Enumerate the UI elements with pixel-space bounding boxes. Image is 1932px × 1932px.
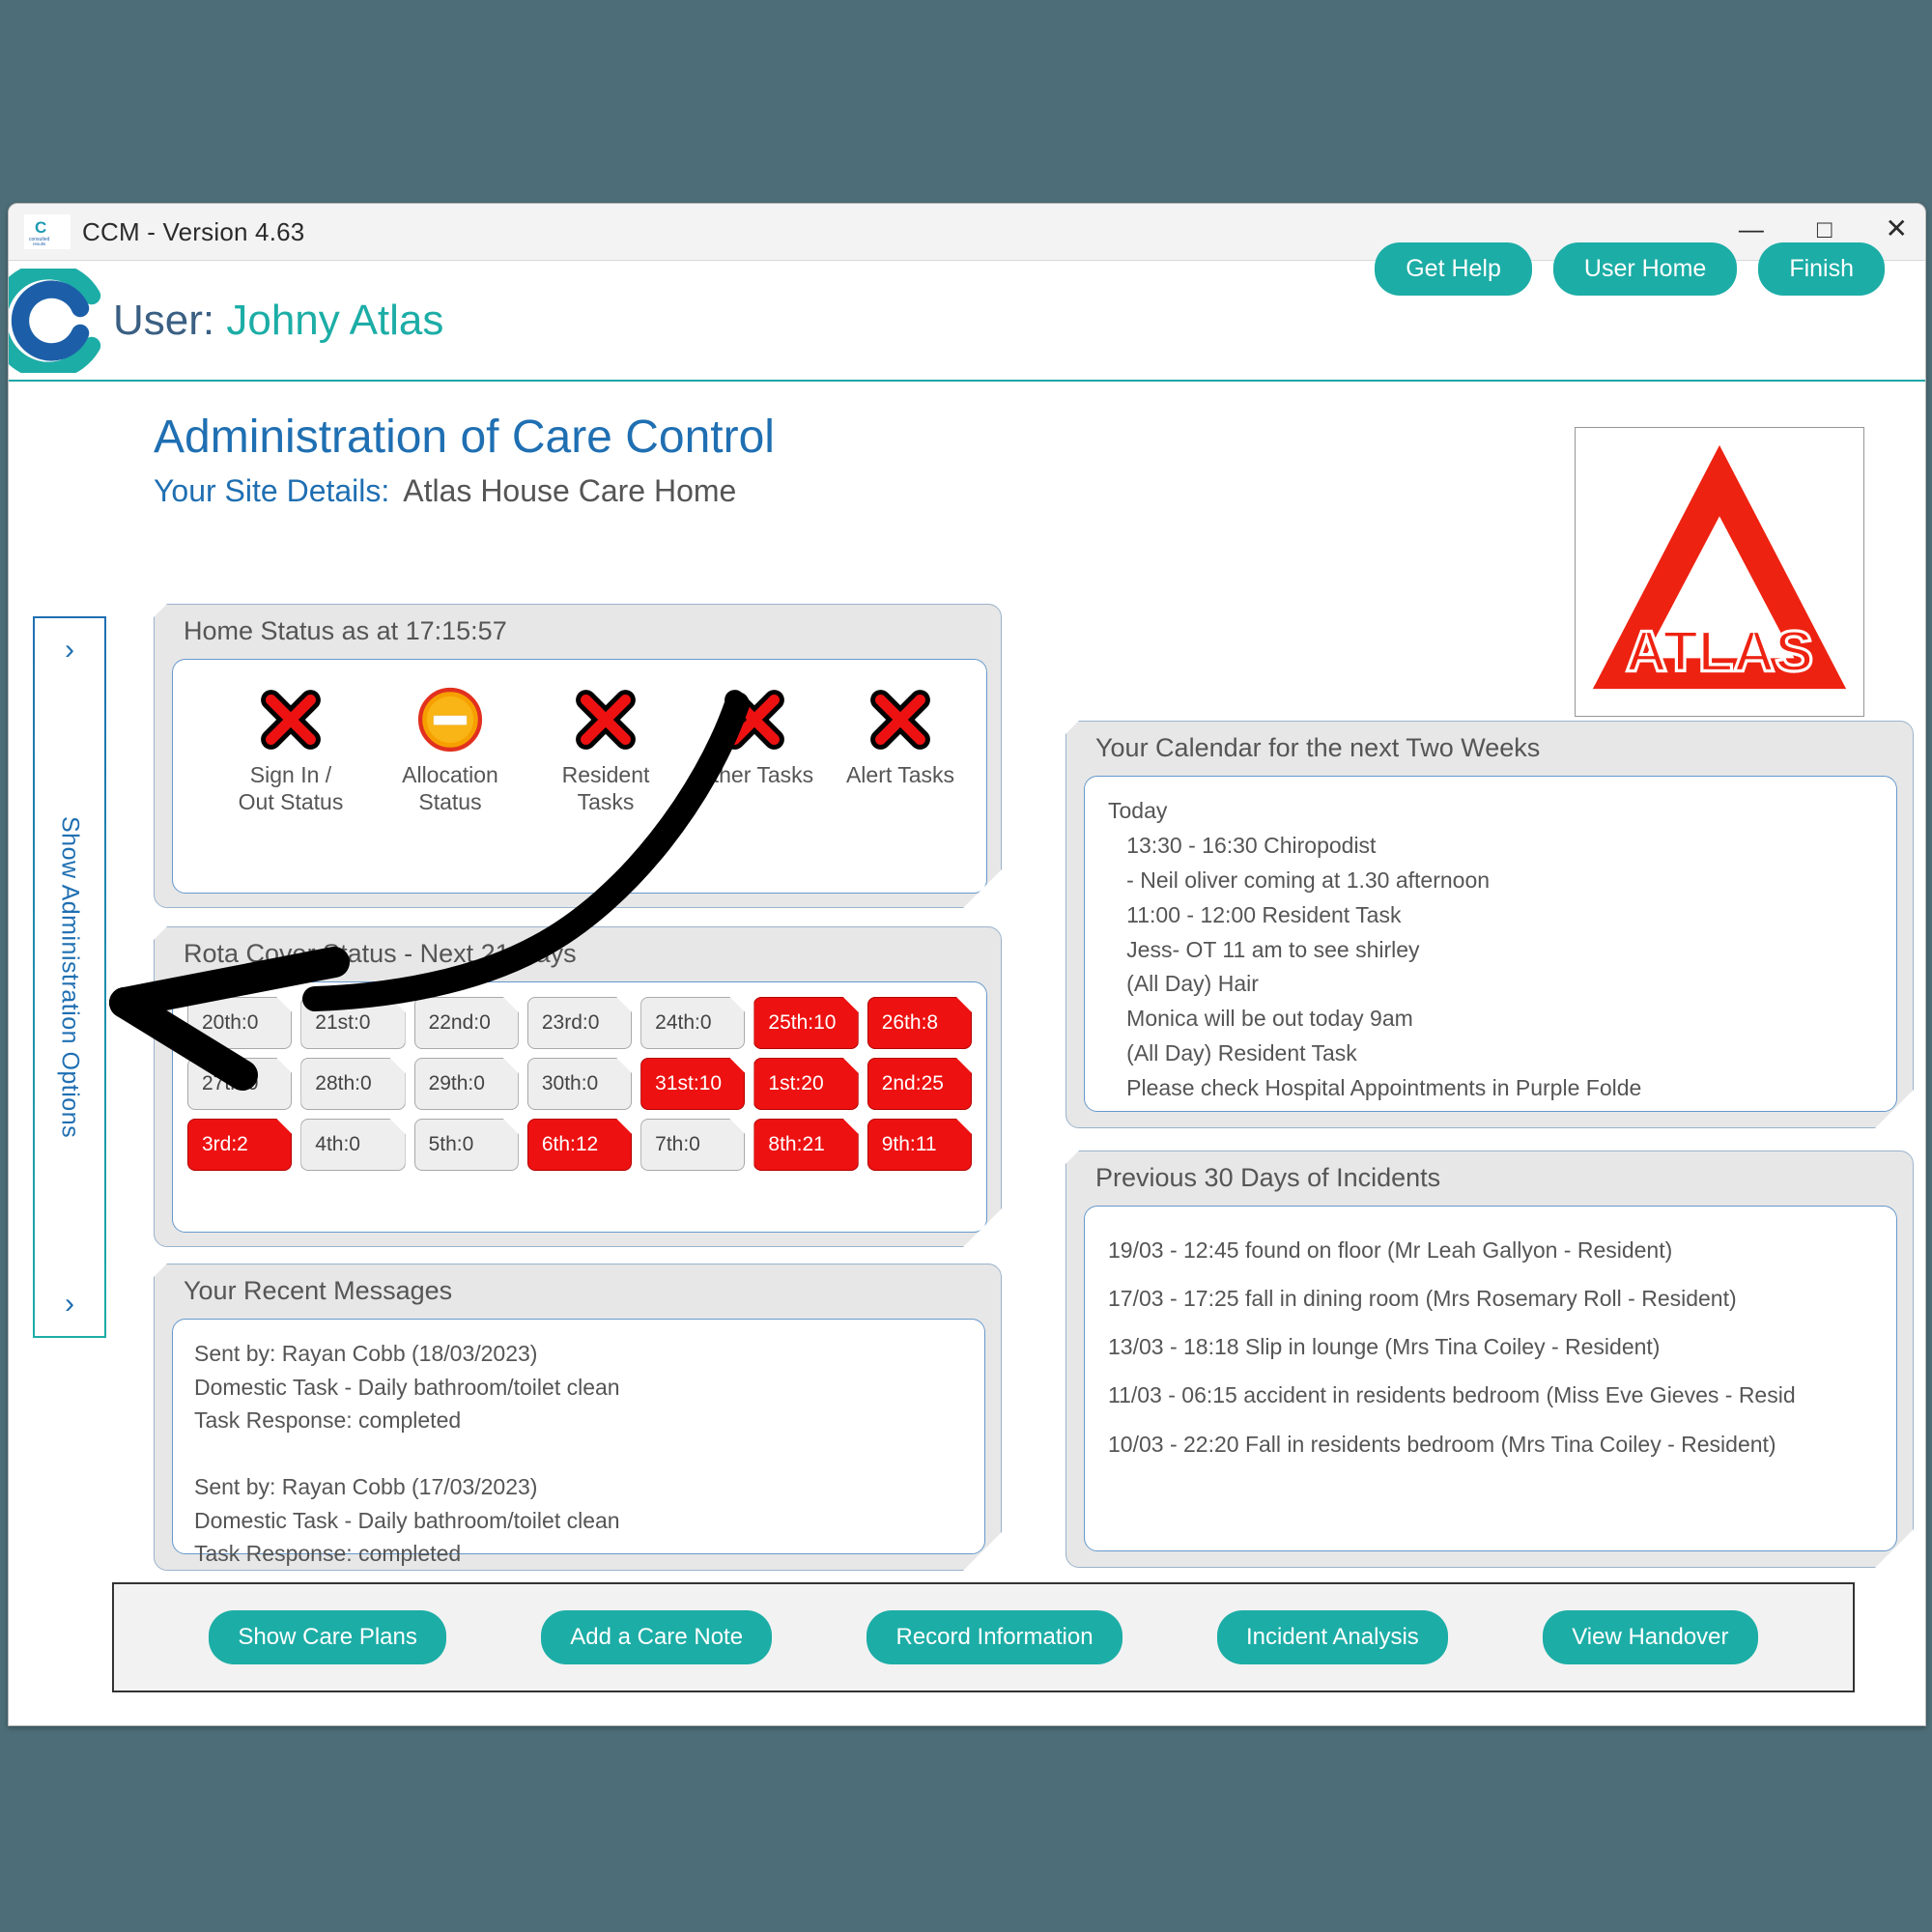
svg-text:results: results (33, 242, 46, 246)
svg-text:ATLAS: ATLAS (1626, 618, 1813, 683)
svg-text:C: C (35, 218, 46, 237)
